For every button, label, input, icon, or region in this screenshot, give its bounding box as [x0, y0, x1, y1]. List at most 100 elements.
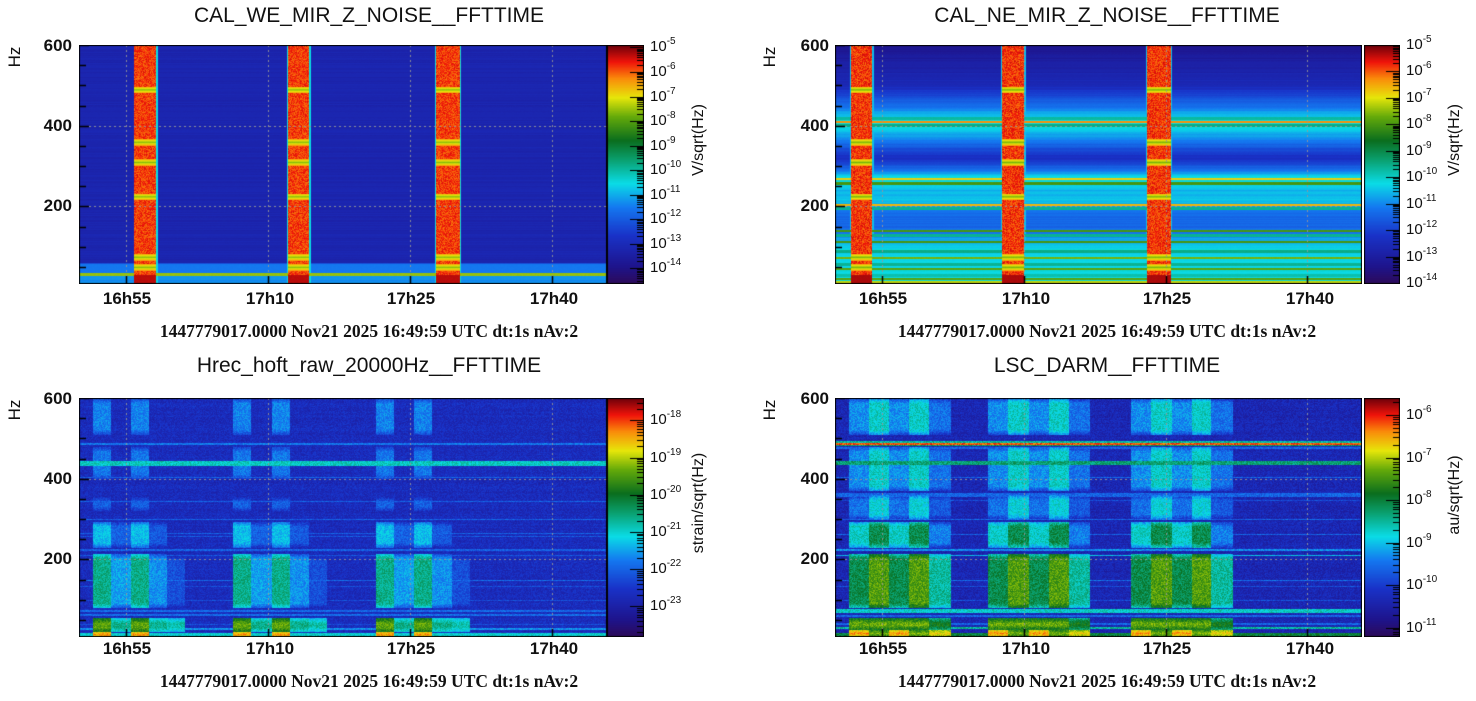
colorbar-tick-base: 10: [1406, 221, 1423, 239]
spectrogram-plot: [835, 398, 1362, 637]
colorbar-tick-label: 10-7: [650, 85, 676, 105]
y-tick-label: 600: [43, 36, 72, 55]
y-tick-label: 200: [800, 196, 829, 215]
colorbar-tick-label: 10-11: [1406, 193, 1436, 212]
colorbar-tick-base: 10: [1406, 576, 1423, 593]
colorbar-tick-label: 10-10: [1406, 166, 1438, 186]
colorbar-tick-exponent: -11: [666, 183, 681, 195]
colorbar: [1364, 398, 1400, 637]
colorbar-tick-exponent: -10: [666, 159, 682, 171]
y-tick-label: 600: [800, 36, 829, 55]
colorbar-tick-exponent: -22: [666, 558, 682, 570]
colorbar-tick-exponent: -10: [1422, 166, 1438, 178]
colorbar-tick-base: 10: [1406, 491, 1423, 508]
colorbar-tick-exponent: -9: [1422, 531, 1432, 543]
colorbar: [607, 45, 644, 284]
x-tick-label: 17h40: [1285, 639, 1335, 658]
colorbar-tick-label: 10-5: [650, 36, 676, 56]
colorbar-tick-base: 10: [1406, 406, 1423, 423]
colorbar-tick-label: 10-14: [650, 257, 682, 277]
colorbar-tick-base: 10: [1406, 88, 1423, 106]
colorbar-tick-base: 10: [650, 185, 667, 203]
colorbar-tick-label: 10-23: [650, 595, 682, 615]
colorbar-tick-exponent: -5: [666, 36, 676, 48]
colorbar-tick-exponent: -9: [666, 134, 676, 146]
colorbar-tick-label: 10-18: [650, 409, 682, 428]
colorbar-tick-base: 10: [1406, 448, 1423, 466]
colorbar-tick-label: 10-8: [650, 110, 676, 130]
y-tick-label: 400: [43, 469, 72, 488]
colorbar-tick-base: 10: [650, 259, 667, 277]
colorbar-tick-label: 10-7: [1406, 86, 1432, 106]
y-tick-label: 200: [43, 196, 72, 215]
colorbar-tick-exponent: -13: [666, 232, 682, 244]
colorbar-tick-base: 10: [650, 87, 667, 105]
colorbar-label: au/sqrt(Hz): [1446, 455, 1463, 535]
colorbar-tick-exponent: -6: [1422, 60, 1432, 72]
colorbar-tick-label: 10-12: [1406, 219, 1437, 239]
chart-footer: 1447779017.0000 Nov21 2025 16:49:59 UTC …: [897, 321, 1317, 341]
colorbar-tick-base: 10: [1406, 115, 1423, 133]
chart-footer: 1447779017.0000 Nov21 2025 16:49:59 UTC …: [897, 671, 1317, 691]
spectrogram-panel-cal-we: CAL_WE_MIR_Z_NOISE__FFTTIME Hz 600 400 2…: [0, 0, 738, 350]
colorbar-tick-label: 10-11: [1406, 617, 1436, 636]
colorbar-tick-base: 10: [650, 560, 667, 578]
colorbar-tick-exponent: -14: [666, 257, 682, 269]
chart-title: Hrec_hoft_raw_20000Hz__FFTTIME: [196, 354, 542, 377]
colorbar: [1364, 45, 1400, 284]
colorbar-tick-base: 10: [1406, 533, 1423, 551]
colorbar-tick-exponent: -6: [666, 60, 676, 72]
chart-title: LSC_DARM__FFTTIME: [993, 354, 1221, 377]
colorbar-tick-exponent: -13: [1422, 245, 1438, 257]
colorbar-tick-exponent: -19: [666, 446, 682, 458]
colorbar-tick-base: 10: [650, 112, 667, 130]
spectrogram-panel-hrec: Hrec_hoft_raw_20000Hz__FFTTIME Hz 600 40…: [0, 350, 738, 700]
x-tick-label: 16h55: [858, 639, 908, 658]
x-tick-label: 16h55: [858, 289, 908, 308]
x-tick-label: 17h40: [1285, 289, 1335, 308]
spectrogram-plot: [79, 45, 607, 284]
colorbar-tick-label: 10-11: [650, 183, 681, 203]
colorbar-tick-exponent: -18: [666, 409, 682, 421]
colorbar-tick-label: 10-6: [1406, 60, 1432, 79]
chart-footer: 1447779017.0000 Nov21 2025 16:49:59 UTC …: [159, 671, 579, 691]
colorbar-tick-exponent: -6: [1422, 404, 1432, 415]
colorbar-tick-base: 10: [650, 136, 667, 154]
colorbar-tick-base: 10: [1406, 194, 1423, 212]
colorbar-tick-label: 10-6: [650, 60, 676, 80]
colorbar-tick-base: 10: [650, 38, 667, 56]
colorbar-tick-label: 10-9: [1406, 531, 1432, 551]
colorbar-tick-exponent: -23: [666, 595, 682, 607]
colorbar-tick-base: 10: [1406, 141, 1423, 159]
spectrogram-plot: [79, 398, 607, 637]
x-tick-label: 16h55: [102, 289, 152, 308]
x-tick-label: 17h10: [245, 289, 295, 308]
colorbar-label: V/sqrt(Hz): [690, 104, 707, 176]
colorbar-tick-exponent: -8: [1422, 489, 1432, 500]
y-axis-label: Hz: [760, 399, 779, 421]
x-tick-label: 17h40: [529, 289, 579, 308]
chart-footer: 1447779017.0000 Nov21 2025 16:49:59 UTC …: [159, 321, 579, 341]
colorbar-tick-label: 10-6: [1406, 404, 1432, 423]
colorbar-tick-label: 10-5: [1406, 34, 1432, 53]
colorbar-tick-exponent: -10: [1422, 574, 1438, 585]
colorbar-tick-label: 10-10: [1406, 574, 1438, 593]
colorbar-tick-base: 10: [1406, 274, 1423, 291]
colorbar-tick-exponent: -14: [1422, 272, 1438, 283]
colorbar-tick-exponent: -5: [1422, 34, 1432, 45]
colorbar-tick-exponent: -7: [1422, 86, 1432, 98]
colorbar-tick-base: 10: [650, 210, 667, 228]
colorbar-tick-base: 10: [650, 597, 667, 615]
chart-title: CAL_WE_MIR_Z_NOISE__FFTTIME: [193, 4, 545, 27]
y-tick-label: 600: [43, 389, 72, 408]
colorbar-tick-exponent: -7: [666, 85, 676, 97]
colorbar-tick-label: 10-9: [1406, 140, 1432, 159]
y-tick-label: 600: [800, 389, 829, 408]
colorbar-tick-label: 10-8: [1406, 489, 1432, 508]
colorbar-tick-base: 10: [1406, 168, 1423, 186]
x-tick-label: 16h55: [102, 639, 152, 658]
y-tick-label: 400: [800, 116, 829, 135]
x-tick-label: 17h10: [1001, 639, 1051, 658]
x-tick-label: 17h25: [1142, 639, 1192, 658]
colorbar-tick-label: 10-13: [1406, 245, 1438, 265]
